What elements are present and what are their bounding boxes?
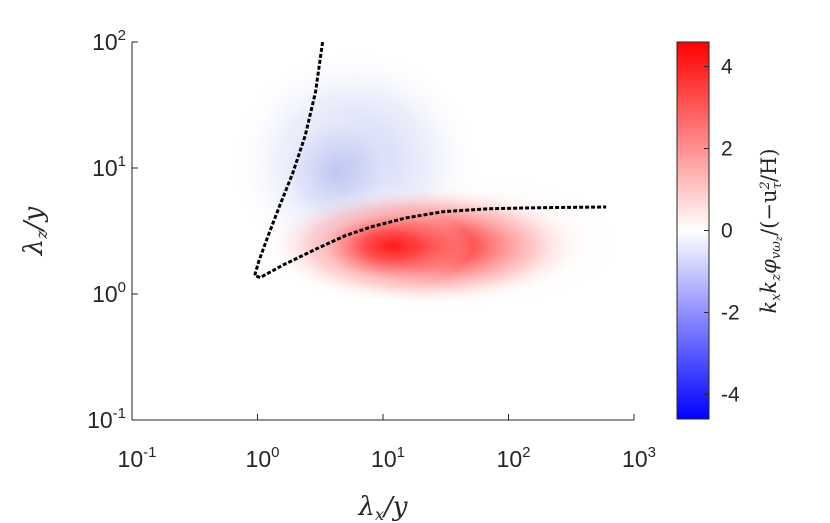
colorbar-tick-label-0: 4 (721, 56, 733, 79)
y-tick-label-0: 10-1 (87, 405, 126, 433)
y-tick-label-2: 101 (92, 153, 126, 181)
y-tick-label-2-exp: 1 (118, 153, 126, 170)
y-axis-label: λz/y (19, 207, 51, 257)
x-tick-label-3-exp: 2 (522, 444, 530, 461)
plot-area (230, 42, 627, 312)
zero-contour-line (252, 42, 607, 280)
x-tick-label-1-base: 10 (246, 446, 272, 472)
x-tick-label-4: 103 (622, 444, 656, 472)
x-tick-label-1-exp: 0 (271, 444, 279, 461)
x-axis-label: λx/y (358, 492, 408, 523)
y-tick-label-1: 100 (92, 279, 126, 307)
colorbar-ticks: 4 2 0 -2 -4 (704, 56, 740, 406)
colorbar-tick-label-4: -4 (721, 383, 740, 406)
colorbar-tick-label-2: 0 (721, 220, 733, 243)
y-tick-label-3-base: 10 (92, 29, 118, 55)
x-tick-label-0-exp: -1 (143, 444, 156, 461)
y-tick-label-0-exp: -1 (113, 405, 126, 422)
x-tick-label-2: 101 (371, 444, 405, 472)
x-ticks: 10-1 100 101 102 103 (118, 414, 656, 472)
colorbar: 4 2 0 -2 -4 (676, 41, 740, 420)
x-tick-label-1: 100 (246, 444, 280, 472)
x-tick-label-2-base: 10 (371, 446, 397, 472)
x-tick-label-4-base: 10 (622, 446, 648, 472)
x-tick-label-3: 102 (497, 444, 531, 472)
positive-region (262, 171, 627, 312)
y-tick-label-1-exp: 0 (118, 279, 126, 296)
x-tick-label-0: 10-1 (118, 444, 157, 472)
x-tick-label-4-exp: 3 (648, 444, 656, 461)
y-tick-label-3-exp: 2 (118, 27, 126, 44)
x-tick-label-0-base: 10 (118, 446, 144, 472)
colorbar-label: kxkzφvωz/(−u2τ/H) (757, 148, 785, 313)
colorbar-tick-label-1: 2 (721, 138, 733, 161)
y-tick-label-0-base: 10 (87, 407, 113, 433)
positive-blob-core (312, 208, 473, 285)
y-tick-label-2-base: 10 (92, 155, 118, 181)
colorbar-tick-label-3: -2 (721, 301, 740, 324)
y-tick-label-1-base: 10 (92, 281, 118, 307)
y-tick-label-3: 102 (92, 27, 126, 55)
x-tick-label-2-exp: 1 (397, 444, 405, 461)
x-tick-label-3-base: 10 (497, 446, 523, 472)
